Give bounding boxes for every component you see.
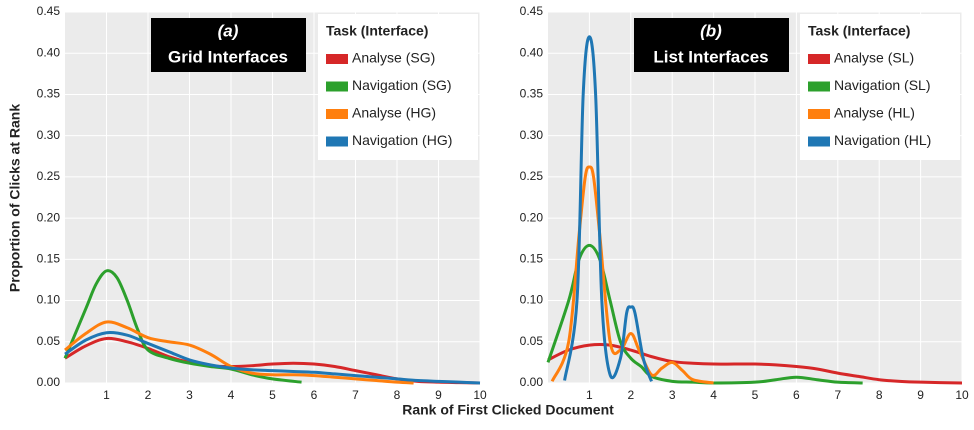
x-tick-label: 3 — [669, 388, 676, 402]
y-tick-label: 0.35 — [520, 87, 544, 101]
x-tick-label: 5 — [752, 388, 759, 402]
legend-label: Analyse (SG) — [352, 50, 435, 66]
x-tick-label: 10 — [473, 388, 487, 402]
legend-swatch — [326, 109, 348, 119]
legend-swatch — [808, 81, 830, 92]
x-tick-label: 1 — [586, 388, 593, 402]
legend-swatch — [326, 136, 348, 147]
legend-swatch — [326, 54, 348, 64]
legend-label: Navigation (HL) — [834, 132, 931, 148]
x-tick-label: 9 — [435, 388, 442, 402]
legend-label: Analyse (SL) — [834, 50, 914, 66]
y-tick-label: 0.15 — [37, 252, 61, 266]
x-tick-label: 5 — [269, 388, 276, 402]
legend-label: Analyse (HL) — [834, 105, 915, 121]
y-tick-label: 0.05 — [37, 334, 61, 348]
y-tick-label: 0.15 — [520, 252, 544, 266]
x-tick-label: 2 — [627, 388, 634, 402]
y-tick-label: 0.05 — [520, 334, 544, 348]
series-line — [64, 330, 481, 385]
legend-swatch — [808, 109, 830, 119]
x-tick-label: 6 — [311, 388, 318, 402]
y-tick-label: 0.00 — [520, 375, 544, 389]
x-tick-label: 1 — [103, 388, 110, 402]
x-tick-label: 3 — [186, 388, 193, 402]
series-line — [550, 165, 714, 385]
series-line — [563, 35, 653, 382]
y-axis-label: Proportion of Clicks at Rank — [7, 104, 23, 292]
y-tick-label: 0.10 — [37, 293, 61, 307]
legend-title: Task (Interface) — [326, 23, 428, 39]
x-tick-label: 6 — [793, 388, 800, 402]
legend-swatch — [808, 54, 830, 64]
legend-label: Navigation (HG) — [352, 132, 452, 148]
y-tick-label: 0.00 — [37, 375, 61, 389]
x-tick-label: 7 — [352, 388, 359, 402]
panel-label: (a) — [218, 21, 239, 40]
x-tick-label: 9 — [917, 388, 924, 402]
x-tick-label: 8 — [394, 388, 401, 402]
legend-title: Task (Interface) — [808, 23, 910, 39]
y-tick-label: 0.25 — [37, 169, 61, 183]
panel-label-box — [634, 18, 789, 72]
panel-label: (b) — [700, 21, 722, 40]
legend-swatch — [326, 81, 348, 92]
x-tick-label: 4 — [228, 388, 235, 402]
legend-label: Navigation (SG) — [352, 77, 452, 93]
legend-swatch — [808, 136, 830, 147]
y-tick-label: 0.45 — [520, 4, 544, 18]
x-tick-label: 8 — [876, 388, 883, 402]
y-tick-label: 0.30 — [37, 128, 61, 142]
panel-title: List Interfaces — [653, 47, 768, 66]
y-tick-label: 0.10 — [520, 293, 544, 307]
x-tick-label: 2 — [145, 388, 152, 402]
y-tick-label: 0.25 — [520, 169, 544, 183]
x-tick-label: 4 — [710, 388, 717, 402]
y-tick-label: 0.20 — [520, 210, 544, 224]
legend-label: Navigation (SL) — [834, 77, 931, 93]
y-tick-label: 0.20 — [37, 210, 61, 224]
y-tick-label: 0.40 — [37, 45, 61, 59]
legend-label: Analyse (HG) — [352, 105, 436, 121]
x-tick-label: 7 — [834, 388, 841, 402]
x-tick-label: 10 — [955, 388, 969, 402]
x-axis-label: Rank of First Clicked Document — [402, 402, 614, 418]
y-tick-label: 0.35 — [37, 87, 61, 101]
y-tick-label: 0.40 — [520, 45, 544, 59]
panel-label-box — [151, 18, 306, 72]
y-tick-label: 0.45 — [37, 4, 61, 18]
y-tick-label: 0.30 — [520, 128, 544, 142]
panel-title: Grid Interfaces — [168, 47, 288, 66]
